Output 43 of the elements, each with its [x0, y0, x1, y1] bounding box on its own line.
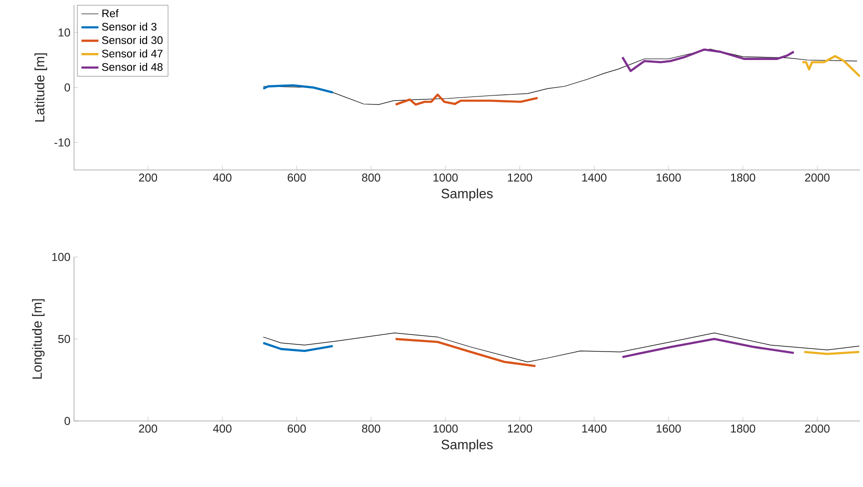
line-series — [394, 94, 539, 106]
x-tick-label: 200 — [139, 174, 158, 182]
x-axis-title: Samples — [441, 188, 493, 201]
x-tick-label: 1400 — [582, 424, 606, 433]
y-tick-label: 50 — [58, 334, 70, 344]
y-tick-label: -10 — [54, 138, 70, 147]
x-tick-label: 600 — [288, 424, 306, 433]
x-tick-label: 2000 — [805, 424, 830, 433]
line-series — [621, 48, 795, 72]
x-tick-label: 400 — [213, 174, 232, 182]
x-tick-label: 1200 — [508, 424, 532, 433]
x-tick-label: 400 — [213, 424, 232, 433]
x-tick-label: 200 — [139, 424, 158, 433]
x-tick-label: 1000 — [434, 424, 458, 433]
x-tick-label: 800 — [362, 174, 380, 182]
line-series — [801, 55, 860, 78]
legend-label: Ref — [102, 9, 119, 18]
y-tick-label: 0 — [64, 83, 70, 92]
legend-label: Sensor id 48 — [102, 62, 163, 71]
line-series — [394, 338, 537, 368]
x-tick-label: 1400 — [582, 174, 606, 182]
line-series — [262, 332, 860, 362]
y-tick-label: 100 — [52, 252, 70, 262]
y-axis-title: Latitude [m] — [34, 53, 48, 122]
x-tick-label: 800 — [362, 424, 380, 433]
x-tick-label: 1000 — [434, 174, 458, 182]
legend-label: Sensor id 30 — [102, 36, 163, 44]
y-tick-label: 10 — [58, 28, 70, 37]
x-tick-label: 2000 — [805, 174, 830, 182]
x-tick-label: 1600 — [656, 424, 681, 433]
line-series — [262, 342, 334, 352]
x-tick-label: 600 — [288, 174, 306, 182]
x-tick-label: 1600 — [656, 174, 681, 182]
line-series — [621, 338, 795, 358]
x-tick-label: 1800 — [731, 174, 756, 182]
legend-label: Sensor id 47 — [102, 49, 162, 58]
x-tick-label: 1200 — [508, 174, 532, 182]
y-tick-label: 0 — [64, 416, 70, 426]
line-series — [262, 84, 334, 94]
x-tick-label: 1800 — [731, 424, 756, 433]
y-axis-title: Longitude [m] — [32, 299, 45, 379]
x-axis-title: Samples — [441, 439, 493, 452]
legend-label: Sensor id 3 — [102, 22, 156, 31]
